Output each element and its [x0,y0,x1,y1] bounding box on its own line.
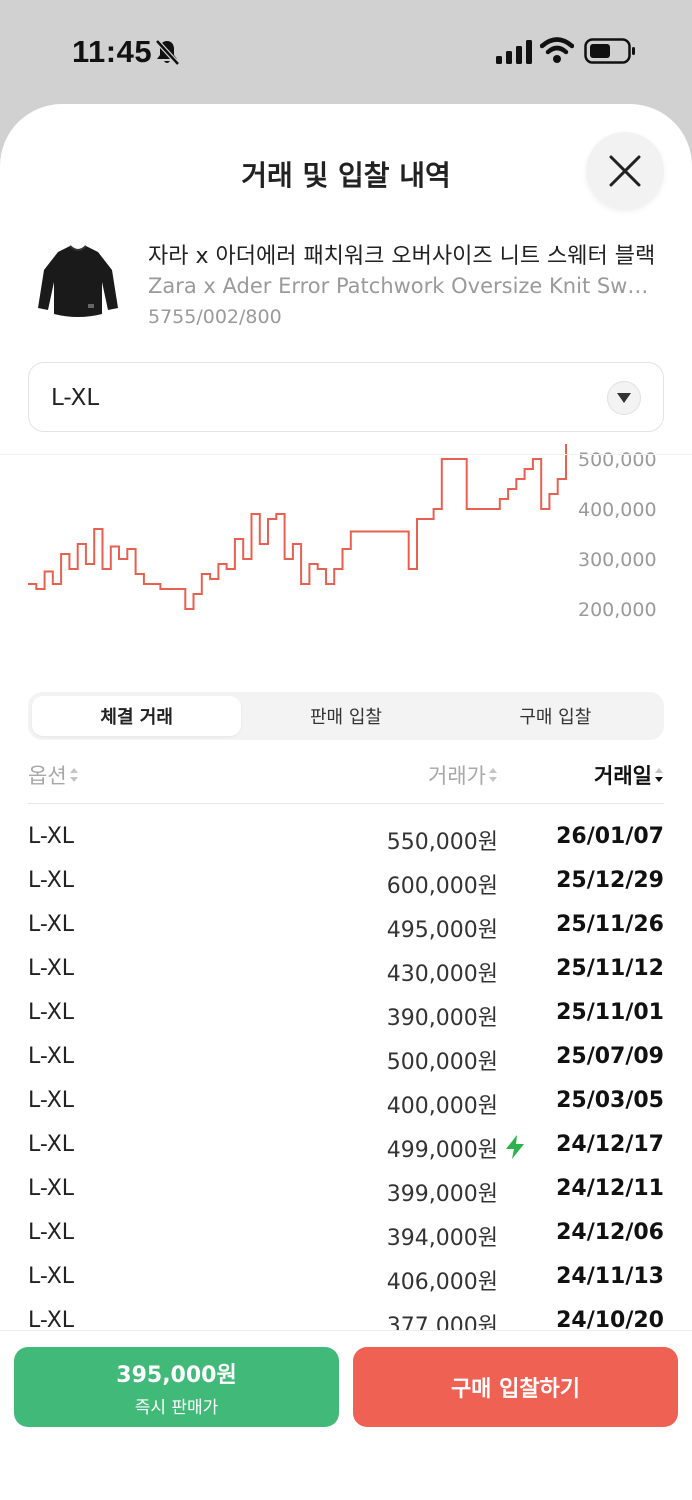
cell-price: 550,000원 [386,830,498,855]
status-bar: 11:45 [0,0,692,104]
lightning-bolt-icon [506,1135,524,1159]
cell-date: 26/01/07 [556,824,664,849]
cell-option: L-XL [28,1308,75,1330]
cell-option: L-XL [28,1220,75,1245]
cell-price: 399,000원 [386,1182,498,1207]
cell-option: L-XL [28,912,75,937]
place-buy-bid-button[interactable]: 구매 입찰하기 [353,1347,678,1427]
cell-price: 400,000원 [386,1094,498,1119]
product-code: 5755/002/800 [148,306,282,328]
instant-sell-label: 즉시 판매가 [134,1397,219,1418]
cell-price: 394,000원 [386,1226,498,1251]
cell-option: L-XL [28,1132,75,1157]
table-row: L-XL 394,000원 24/12/06 [28,1212,664,1256]
dropdown-arrow-icon [607,381,641,415]
cell-option: L-XL [28,868,75,893]
sort-desc-icon [655,768,663,782]
table-row: L-XL 430,000원 25/11/12 [28,948,664,992]
cell-option: L-XL [28,956,75,981]
status-time: 11:45 [72,34,153,69]
wifi-icon [540,37,574,63]
cell-date: 25/07/09 [556,1044,664,1069]
column-header-date[interactable]: 거래일 [594,760,664,790]
cell-option: L-XL [28,1000,75,1025]
column-header-option[interactable]: 옵션 [28,760,79,790]
table-row: L-XL 399,000원 24/12/11 [28,1168,664,1212]
tab-buy-bids[interactable]: 구매 입찰 [519,707,592,728]
size-select[interactable]: L-XL [28,362,664,432]
table-row: L-XL 406,000원 24/11/13 [28,1256,664,1300]
column-header-price-label: 거래가 [428,764,486,788]
instant-sell-button[interactable]: 395,000원 즉시 판매가 [14,1347,339,1427]
cell-date: 24/11/13 [556,1264,664,1289]
product-name-english: Zara x Ader Error Patchwork Oversize Kni… [148,274,658,298]
history-tabs: 체결 거래 판매 입찰 구매 입찰 [28,692,664,740]
table-row: L-XL 400,000원 25/03/05 [28,1080,664,1124]
chart-divider [0,454,692,455]
product-name-korean: 자라 x 아더에러 패치워크 오버사이즈 니트 스웨터 블랙 [148,244,656,269]
table-row: L-XL 495,000원 25/11/26 [28,904,664,948]
table-header: 옵션 거래가 거래일 [28,754,664,804]
tab-sell-bids[interactable]: 판매 입찰 [310,707,382,728]
cellular-signal-icon [496,40,532,64]
battery-icon [584,38,635,64]
cell-date: 24/12/11 [556,1176,664,1201]
cell-option: L-XL [28,1176,75,1201]
price-chart: 500,000 400,000 300,000 200,000 [0,434,692,674]
bell-muted-icon [155,39,180,66]
cell-price: 430,000원 [386,962,498,987]
cell-price: 406,000원 [386,1270,498,1295]
cell-price: 377,000원 [386,1314,498,1330]
instant-sell-price: 395,000원 [116,1362,237,1388]
price-chart-svg: 500,000 400,000 300,000 200,000 [28,434,657,621]
table-row: L-XL 500,000원 25/07/09 [28,1036,664,1080]
column-header-price[interactable]: 거래가 [428,760,498,790]
cell-price: 500,000원 [386,1050,498,1075]
column-header-date-label: 거래일 [594,764,652,788]
sort-icon [69,768,78,782]
size-select-value: L-XL [51,385,100,411]
close-icon [609,155,641,187]
cell-option: L-XL [28,1044,75,1069]
cell-date: 24/10/20 [556,1308,664,1330]
table-row: L-XL 550,000원 26/01/07 [28,816,664,860]
close-button[interactable] [586,132,664,210]
cell-price: 600,000원 [386,874,498,899]
sheet-title: 거래 및 입찰 내역 [241,159,451,192]
cell-option: L-XL [28,1264,75,1289]
table-row: L-XL 600,000원 25/12/29 [28,860,664,904]
cell-option: L-XL [28,1088,75,1113]
cell-date: 25/11/26 [556,912,664,937]
product-image [28,230,128,330]
cell-option: L-XL [28,824,75,849]
cell-price: 495,000원 [386,918,498,943]
cell-date: 24/12/06 [556,1220,664,1245]
sort-icon [489,768,497,782]
cell-date: 25/03/05 [556,1088,664,1113]
cell-date: 24/12/17 [556,1132,664,1157]
cell-price: 499,000원 [386,1138,498,1163]
trades-table-body: L-XL 550,000원 26/01/07 L-XL 600,000원 25/… [28,816,664,1330]
tab-executed-trades[interactable]: 체결 거래 [32,696,242,736]
y-axis-tick-label: 200,000 [578,599,657,621]
y-axis-tick-label: 400,000 [578,499,657,521]
cell-date: 25/11/12 [556,956,664,981]
transaction-history-sheet: 거래 및 입찰 내역 자라 x 아더에러 패치워크 오버사이즈 니트 스웨터 블… [0,104,692,1500]
bottom-action-bar: 395,000원 즉시 판매가 구매 입찰하기 [0,1330,692,1500]
column-header-option-label: 옵션 [28,764,67,788]
y-axis-tick-label: 300,000 [578,549,657,571]
cell-date: 25/11/01 [556,1000,664,1025]
cell-date: 25/12/29 [556,868,664,893]
y-axis-tick-label: 500,000 [578,449,657,471]
chart-series-line [28,434,567,610]
cell-price: 390,000원 [386,1006,498,1031]
table-row: L-XL 377,000원 24/10/20 [28,1300,664,1330]
table-row: L-XL 499,000원 24/12/17 [28,1124,664,1168]
table-row: L-XL 390,000원 25/11/01 [28,992,664,1036]
